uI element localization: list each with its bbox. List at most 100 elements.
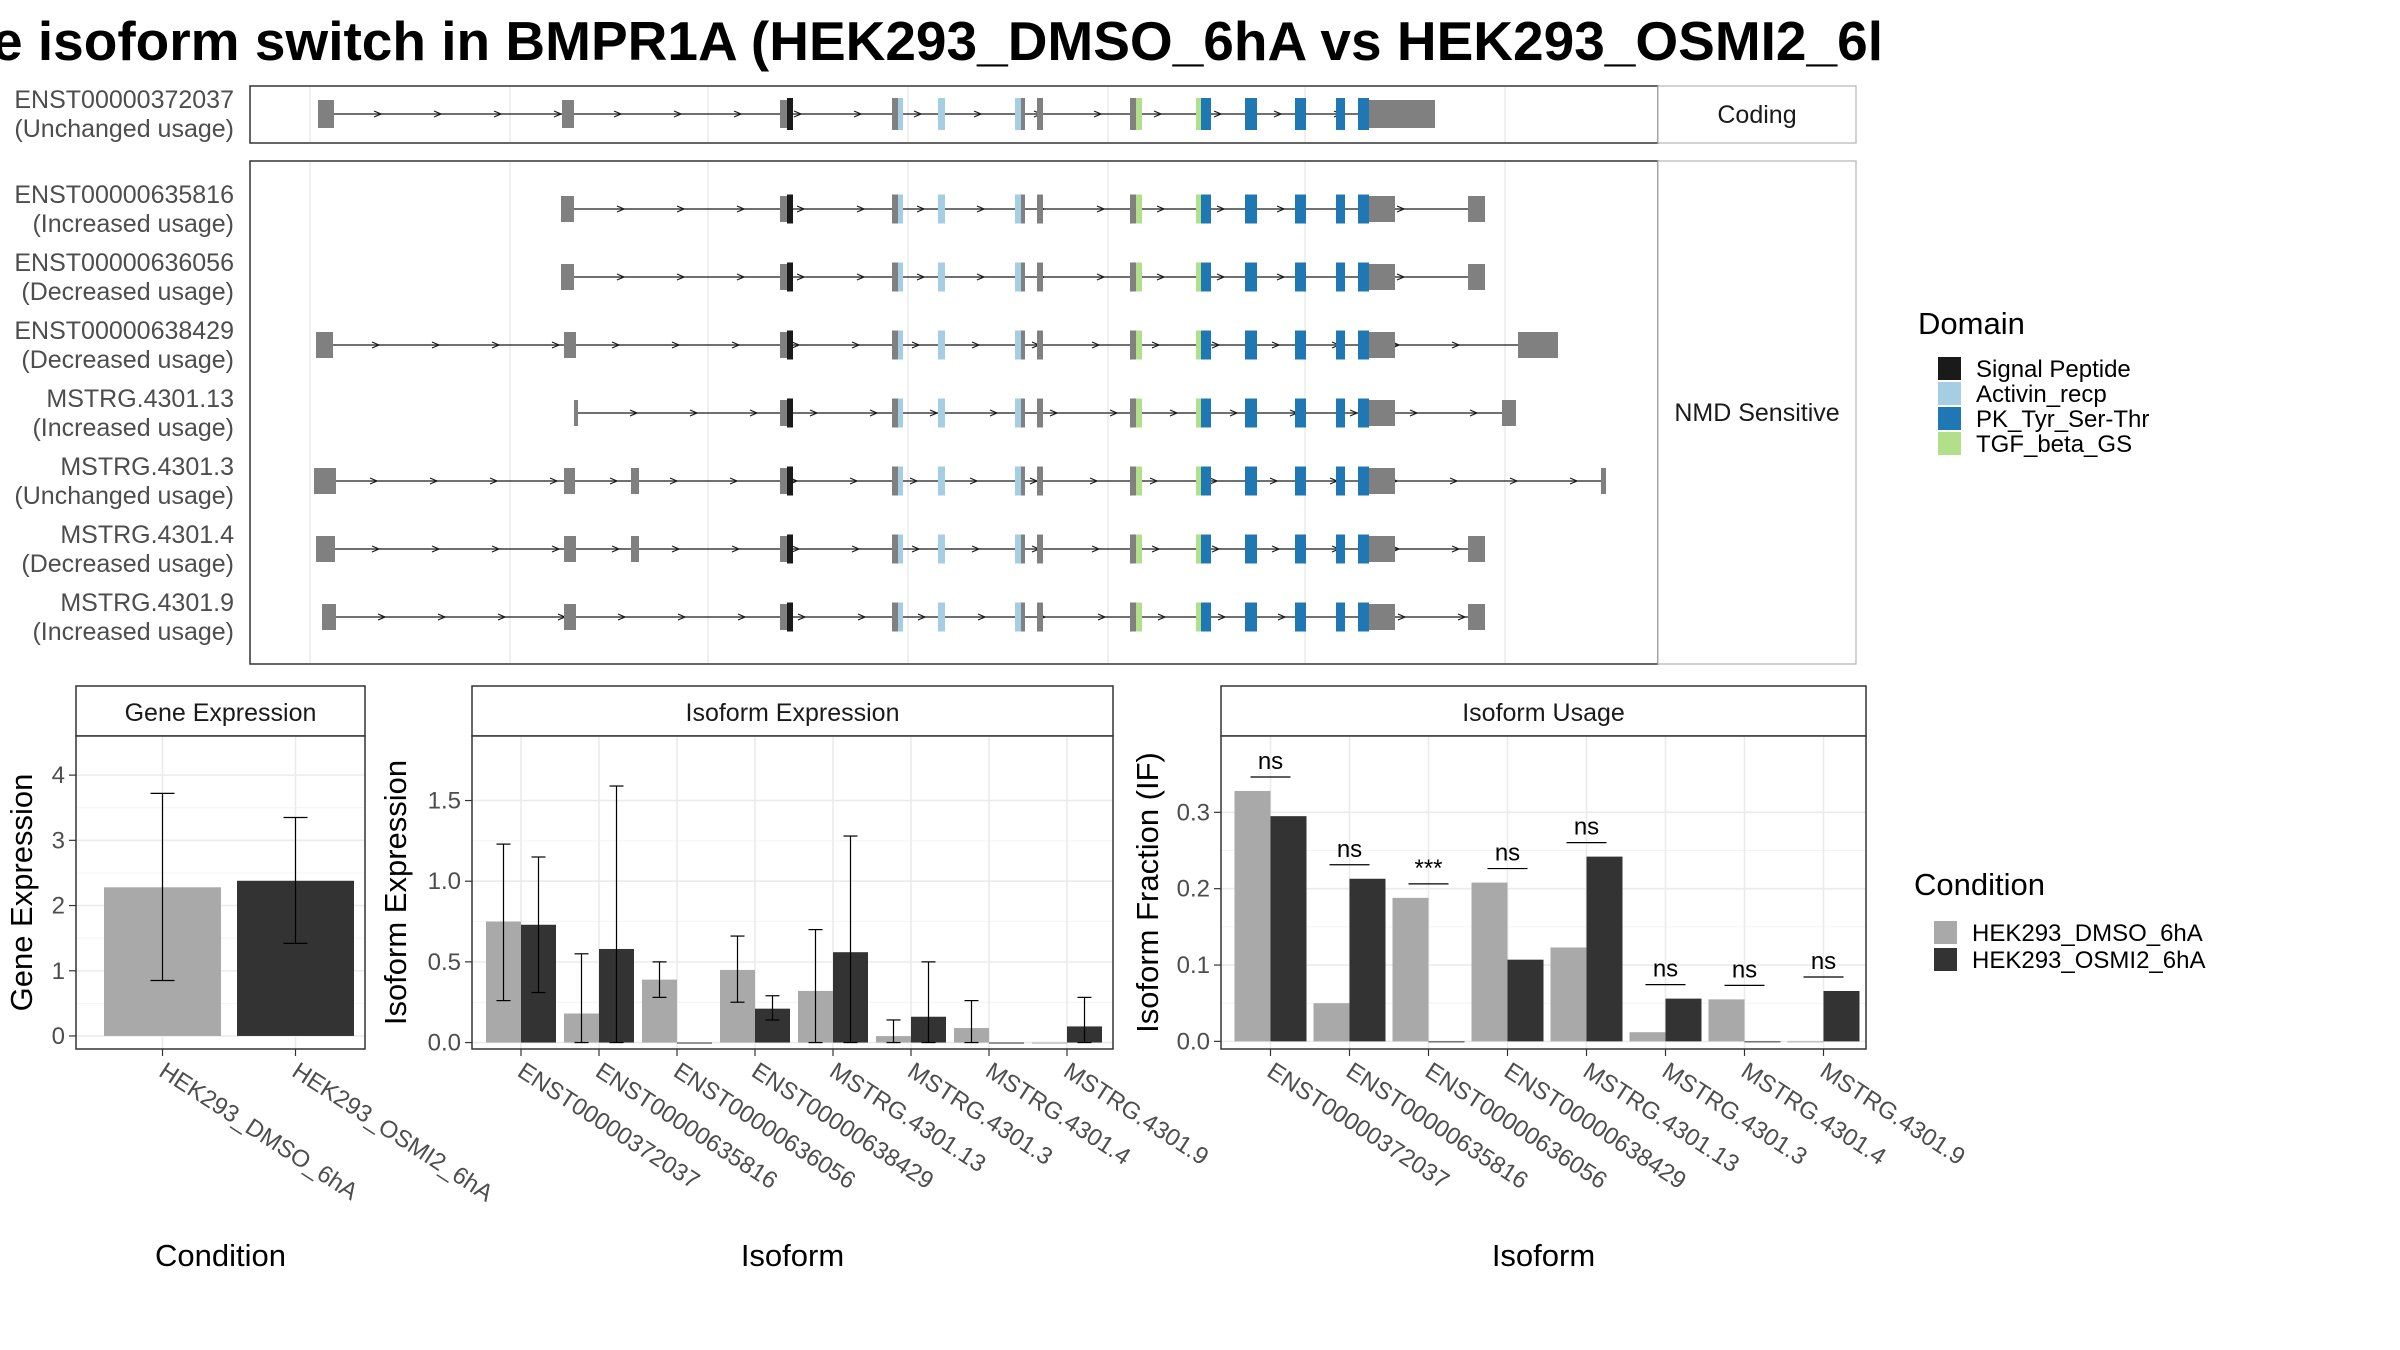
pk-tyr-ser-thr-domain — [1245, 98, 1257, 130]
bar-panel: Isoform Usage ns ns *** ns ns ns ns ns 0.0 0.1 0.2 0… — [1130, 685, 1970, 1273]
condition-legend-key — [1934, 948, 1957, 971]
strand-arrow — [857, 613, 867, 621]
activin-recp-domain — [1015, 330, 1021, 360]
strand-arrow — [1156, 205, 1166, 213]
domain-legend-label: TGF_beta_GS — [1976, 431, 2132, 458]
strand-arrow — [733, 110, 743, 118]
significance-label: ns — [1653, 956, 1678, 983]
x-axis-title: Condition — [155, 1238, 286, 1273]
pk-tyr-ser-thr-domain — [1201, 602, 1211, 632]
tgf-beta-gs-domain — [1196, 262, 1201, 292]
strand-arrow — [736, 273, 746, 281]
tgf-beta-gs-domain — [1196, 98, 1201, 130]
utr-exon — [1369, 332, 1395, 358]
strand-arrow — [1217, 613, 1227, 621]
strand-arrow — [1089, 477, 1099, 485]
strand-arrow — [916, 205, 926, 213]
utr-exon — [631, 468, 639, 494]
strand-arrow — [1509, 477, 1519, 485]
utr-domain — [1037, 602, 1043, 632]
utr-exon — [1601, 468, 1606, 494]
strand-arrow — [796, 273, 806, 281]
strand-arrow — [689, 409, 699, 417]
strand-arrow — [671, 341, 681, 349]
tgf-beta-gs-domain — [1136, 194, 1142, 224]
strand-arrow — [853, 110, 863, 118]
pk-tyr-ser-thr-domain — [1295, 398, 1306, 428]
strand-arrow — [1149, 477, 1159, 485]
strand-arrow — [676, 273, 686, 281]
activin-recp-domain — [1015, 398, 1021, 428]
utr-exon — [1502, 400, 1516, 426]
strand-arrow — [1169, 409, 1179, 417]
strand-arrow — [911, 545, 921, 553]
strand-arrow — [976, 205, 986, 213]
tgf-beta-gs-domain — [1136, 398, 1142, 428]
strand-arrow — [1213, 110, 1223, 118]
tgf-beta-gs-domain — [1136, 534, 1142, 564]
pk-tyr-ser-thr-domain — [1358, 466, 1369, 496]
utr-domain — [1130, 466, 1136, 496]
strand-arrow — [616, 273, 626, 281]
utr-exon — [1369, 196, 1395, 222]
strand-arrow — [969, 477, 979, 485]
utr-domain — [892, 194, 898, 224]
strand-arrow — [1277, 613, 1287, 621]
utr-domain — [892, 398, 898, 428]
pk-tyr-ser-thr-domain — [1245, 398, 1257, 428]
strand-arrow — [1271, 545, 1281, 553]
utr-exon — [316, 536, 335, 562]
domain-legend-key — [1938, 357, 1961, 380]
signal-peptide-domain — [787, 602, 793, 632]
y-tick-label: 1 — [52, 958, 65, 985]
strand-arrow — [791, 341, 801, 349]
strand-arrow — [371, 545, 381, 553]
strand-arrow — [551, 545, 561, 553]
activin-recp-domain — [938, 398, 945, 428]
bar — [1665, 998, 1702, 1042]
nmd-strip-label: NMD Sensitive — [1674, 399, 1839, 427]
utr-exon — [561, 196, 574, 222]
activin-recp-domain — [898, 330, 903, 360]
strand-arrow — [551, 341, 561, 349]
transcript-structure-panel: Coding NMD Sensitive ENST00000372037(Unc… — [14, 85, 1857, 665]
transcript-id-label: ENST00000635816 — [14, 181, 234, 209]
pk-tyr-ser-thr-domain — [1245, 330, 1257, 360]
pk-tyr-ser-thr-domain — [1295, 98, 1306, 130]
tgf-beta-gs-domain — [1196, 534, 1201, 564]
transcript-track — [318, 98, 1435, 130]
strand-arrow — [429, 477, 439, 485]
strand-arrow — [737, 613, 747, 621]
strand-arrow — [793, 110, 803, 118]
bar — [1550, 947, 1587, 1042]
utr-exon — [564, 604, 576, 630]
bar — [1349, 878, 1386, 1042]
strand-arrow — [437, 613, 447, 621]
utr-exon — [1369, 100, 1435, 128]
pk-tyr-ser-thr-domain — [1245, 602, 1257, 632]
strand-arrow — [549, 477, 559, 485]
bar — [1471, 882, 1508, 1042]
utr-exon — [780, 400, 787, 426]
activin-recp-domain — [1015, 602, 1021, 632]
strand-arrow — [676, 205, 686, 213]
strand-arrow — [377, 613, 387, 621]
tgf-beta-gs-domain — [1196, 466, 1201, 496]
transcript-usage-label: (Increased usage) — [32, 210, 234, 238]
strand-arrow — [1157, 613, 1167, 621]
transcript-track — [314, 466, 1606, 496]
strand-arrow — [1211, 341, 1221, 349]
strand-arrow — [1151, 545, 1161, 553]
pk-tyr-ser-thr-domain — [1295, 194, 1306, 224]
strand-arrow — [1469, 409, 1479, 417]
strand-arrow — [493, 110, 503, 118]
pk-tyr-ser-thr-domain — [1336, 466, 1345, 496]
strand-arrow — [1396, 273, 1406, 281]
strand-arrow — [616, 205, 626, 213]
strand-arrow — [1091, 545, 1101, 553]
strand-arrow — [613, 110, 623, 118]
strand-arrow — [791, 545, 801, 553]
bar — [1744, 1041, 1781, 1043]
transcript-id-label: MSTRG.4301.4 — [60, 521, 234, 549]
activin-recp-domain — [938, 262, 945, 292]
